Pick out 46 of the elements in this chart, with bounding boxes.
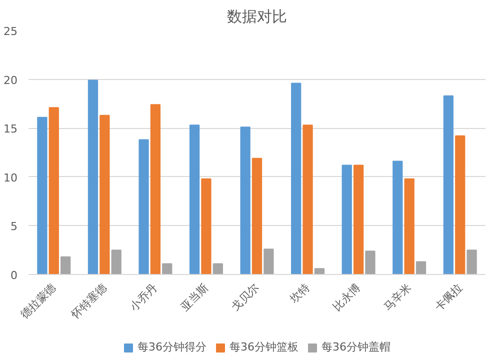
- bar: [443, 95, 454, 274]
- y-tick-label: 10: [4, 171, 18, 184]
- bar: [138, 139, 149, 274]
- x-tick-label: 怀特塞德: [68, 280, 110, 322]
- bar: [455, 135, 466, 274]
- y-tick-label: 5: [10, 220, 18, 234]
- bar: [302, 124, 313, 274]
- y-tick-label: 0: [10, 269, 18, 282]
- y-tick-label: 15: [4, 122, 18, 136]
- bar: [404, 178, 414, 274]
- bar: [264, 248, 274, 274]
- bar: [291, 82, 302, 274]
- y-tick-label: 20: [4, 74, 18, 87]
- bar: [48, 107, 59, 274]
- x-tick-label: 比永博: [330, 280, 364, 314]
- bar: [342, 164, 352, 274]
- bar: [100, 114, 110, 274]
- bar: [392, 160, 403, 274]
- bar: [353, 164, 364, 274]
- x-tick-label: 德拉蒙德: [18, 280, 58, 322]
- bar: [150, 104, 161, 274]
- bar: [111, 250, 122, 274]
- x-tick-label: 卡佩拉: [432, 280, 465, 314]
- bar: [314, 268, 325, 274]
- chart-title: 数据对比: [227, 8, 287, 26]
- bar: [88, 80, 98, 274]
- x-tick-label: 亚当斯: [178, 280, 211, 314]
- legend-label: 每36分钟得分: [138, 340, 206, 354]
- bar: [466, 250, 477, 274]
- y-tick-label: 25: [4, 25, 18, 38]
- bar: [252, 158, 262, 274]
- bar: [240, 126, 250, 274]
- x-tick-label: 戈贝尔: [229, 280, 262, 314]
- bar: [201, 178, 212, 274]
- bar: [416, 261, 426, 274]
- x-tick-label: 坎特: [286, 280, 312, 306]
- bar: [189, 124, 200, 274]
- x-tick-label: 小乔丹: [128, 280, 160, 314]
- bar: [60, 256, 71, 274]
- legend-label: 每36分钟篮板: [230, 340, 298, 354]
- bar: [365, 250, 376, 274]
- bar: [162, 263, 172, 274]
- bar: [37, 116, 48, 274]
- x-tick-label: 马辛米: [381, 280, 414, 314]
- bar: [212, 263, 223, 274]
- legend-label: 每36分钟盖帽: [322, 340, 390, 354]
